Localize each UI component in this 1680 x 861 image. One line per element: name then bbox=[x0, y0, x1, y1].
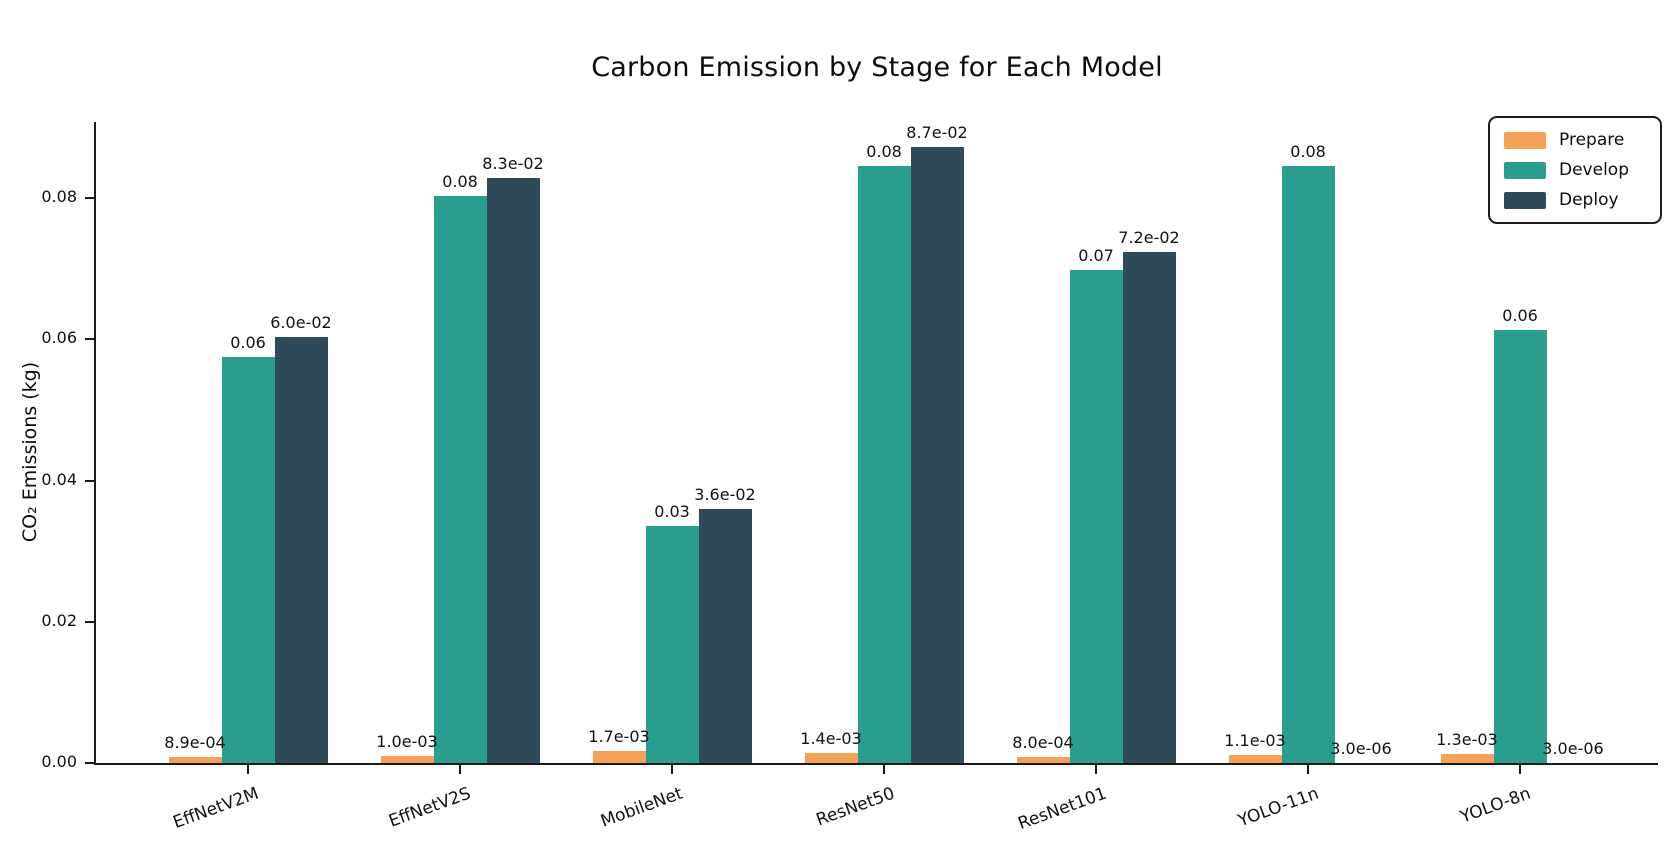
bar-deploy-resnet50 bbox=[910, 147, 964, 763]
x-tick-label: YOLO-8n bbox=[1457, 783, 1534, 828]
x-axis-spine bbox=[94, 763, 1658, 765]
bar-deploy-effnetv2m bbox=[274, 337, 328, 763]
legend-item-deploy: Deploy bbox=[1504, 190, 1646, 210]
bar-value-label: 0.06 bbox=[230, 332, 266, 352]
bar-value-label: 1.0e-03 bbox=[376, 731, 438, 751]
bar-develop-mobilenet bbox=[645, 526, 699, 763]
plot-area: 0.00 0.02 0.04 0.06 0.08 EffNetV2M EffNetV2S Mo… bbox=[41, 122, 1658, 834]
bar-value-label: 0.06 bbox=[1502, 306, 1538, 326]
bar-deploy-resnet101 bbox=[1122, 252, 1176, 763]
bar-prepare-yolo-8n bbox=[1440, 753, 1494, 763]
x-tick-label: ResNet101 bbox=[1015, 783, 1110, 835]
x-tick-label: ResNet50 bbox=[813, 783, 898, 831]
chart-title: Carbon Emission by Stage for Each Model bbox=[591, 52, 1163, 83]
y-tick-mark bbox=[85, 620, 94, 623]
prepare-swatch-icon bbox=[1504, 131, 1546, 149]
x-tick-mark bbox=[1307, 765, 1309, 774]
y-tick-mark bbox=[85, 197, 94, 199]
y-tick-mark bbox=[85, 479, 94, 482]
y-tick-mark bbox=[85, 338, 94, 341]
x-tick-mark bbox=[247, 765, 249, 774]
bar-develop-effnetv2s bbox=[433, 195, 487, 763]
x-tick-label: EffNetV2M bbox=[170, 783, 262, 833]
bar-value-label: 3.0e-06 bbox=[1542, 738, 1604, 758]
legend-label-deploy: Deploy bbox=[1559, 190, 1619, 210]
bar-prepare-mobilenet bbox=[592, 751, 646, 763]
y-tick-mark bbox=[85, 762, 94, 764]
bar-deploy-mobilenet bbox=[698, 508, 752, 763]
bar-value-label: 0.08 bbox=[866, 142, 902, 162]
bar-value-label: 8.7e-02 bbox=[906, 123, 968, 143]
legend: Prepare Develop Deploy bbox=[1488, 116, 1662, 224]
y-tick-label: 0.08 bbox=[41, 187, 77, 206]
bar-deploy-effnetv2s bbox=[486, 178, 540, 763]
bar-prepare-resnet50 bbox=[804, 753, 858, 763]
bar-value-label: 3.6e-02 bbox=[694, 484, 756, 504]
figure: Carbon Emission by Stage for Each Model … bbox=[19, 52, 1662, 834]
bar-develop-effnetv2m bbox=[221, 356, 275, 763]
x-tick-label: MobileNet bbox=[598, 783, 686, 832]
bar-value-label: 1.4e-03 bbox=[800, 729, 862, 749]
bar-develop-resnet50 bbox=[857, 166, 911, 763]
x-tick-mark bbox=[459, 765, 461, 774]
bar-value-label: 0.03 bbox=[654, 502, 690, 522]
x-tick-label: EffNetV2S bbox=[386, 783, 474, 832]
bar-value-label: 0.08 bbox=[1290, 142, 1326, 162]
bar-value-label: 0.07 bbox=[1078, 246, 1114, 266]
bar-value-label: 7.2e-02 bbox=[1118, 228, 1180, 248]
bar-develop-resnet101 bbox=[1069, 270, 1123, 763]
bar-value-label: 6.0e-02 bbox=[270, 313, 332, 333]
legend-label-develop: Develop bbox=[1559, 160, 1629, 180]
bar-value-label: 3.0e-06 bbox=[1330, 738, 1392, 758]
legend-item-develop: Develop bbox=[1504, 160, 1646, 180]
bar-value-label: 1.3e-03 bbox=[1436, 729, 1498, 749]
bar-develop-yolo-11n bbox=[1281, 166, 1335, 763]
develop-swatch-icon bbox=[1504, 161, 1546, 179]
bar-value-label: 1.1e-03 bbox=[1224, 731, 1286, 751]
bar-value-label: 1.7e-03 bbox=[588, 726, 650, 746]
x-tick-mark bbox=[883, 765, 885, 774]
bar-value-label: 0.08 bbox=[442, 171, 478, 191]
y-tick-label: 0.00 bbox=[41, 752, 77, 771]
bar-prepare-effnetv2s bbox=[380, 755, 434, 763]
bar-prepare-resnet101 bbox=[1016, 757, 1070, 763]
x-tick-mark bbox=[1519, 765, 1521, 774]
y-axis-spine bbox=[94, 122, 96, 765]
bar-value-label: 8.0e-04 bbox=[1012, 733, 1074, 753]
bar-value-label: 8.3e-02 bbox=[482, 154, 544, 174]
legend-label-prepare: Prepare bbox=[1559, 130, 1625, 150]
x-tick-mark bbox=[671, 765, 673, 774]
x-tick-label: YOLO-11n bbox=[1235, 783, 1322, 832]
bar-value-label: 8.9e-04 bbox=[164, 732, 226, 752]
deploy-swatch-icon bbox=[1504, 191, 1546, 209]
y-tick-label: 0.06 bbox=[41, 328, 77, 348]
x-tick-mark bbox=[1095, 765, 1097, 774]
y-tick-label: 0.02 bbox=[41, 610, 77, 630]
legend-item-prepare: Prepare bbox=[1504, 130, 1646, 150]
bar-prepare-yolo-11n bbox=[1228, 755, 1282, 763]
bar-prepare-effnetv2m bbox=[168, 756, 222, 763]
bar-develop-yolo-8n bbox=[1493, 330, 1547, 763]
y-tick-label: 0.04 bbox=[41, 469, 77, 489]
